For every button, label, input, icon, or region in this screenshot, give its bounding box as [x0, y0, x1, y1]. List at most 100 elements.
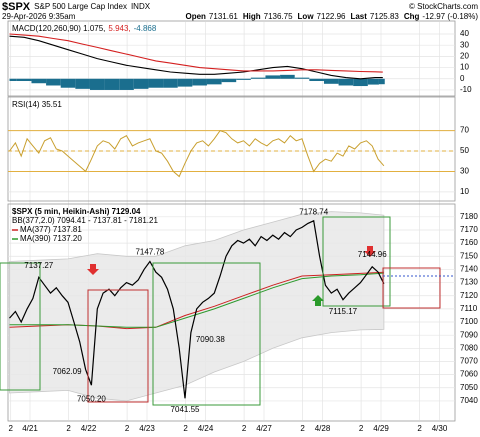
quote-value: 7136.75: [264, 12, 293, 21]
y-tick-label: 7150: [460, 251, 478, 260]
x-tick-label: 2: [417, 424, 422, 433]
x-tick-label: 2: [183, 424, 188, 433]
y-tick-label: 7080: [460, 343, 478, 352]
x-tick-label: 2: [125, 424, 130, 433]
x-tick-label: 2: [300, 424, 305, 433]
histogram-bar: [367, 78, 379, 85]
y-tick-label: 7130: [460, 278, 478, 287]
histogram-bar: [353, 78, 368, 87]
legend-entry: MACD(120,260,90) 1.075,: [12, 24, 105, 33]
histogram-bar: [75, 78, 90, 89]
symbol: $SPX: [2, 1, 31, 13]
drawings: 7137.27 7062.09 7050.20 7147.78 7041.55 7090.…: [0, 208, 455, 414]
chart-heading: $SPX S&P 500 Large Cap Index INDX: [2, 1, 151, 13]
y-tick-label: 70: [460, 126, 469, 135]
quote-value: 7131.61: [209, 12, 238, 21]
down-arrow: [364, 246, 376, 257]
moving-average: [9, 272, 384, 328]
y-tick-label: 7140: [460, 265, 478, 274]
y-tick-label: 10: [460, 187, 469, 196]
quote-value: -12.97 (-0.18%): [422, 12, 478, 21]
histogram-bar: [31, 78, 47, 84]
price-annotation: 7062.09: [53, 367, 82, 376]
y-tick-label: 7180: [460, 212, 478, 221]
legend-entry: $SPX (5 min, Heikin-Ashi) 7129.04: [12, 207, 141, 216]
y-tick-label: 7120: [460, 291, 478, 300]
x-tick-label: 2: [8, 424, 13, 433]
histogram-bar: [221, 78, 237, 83]
index-name: S&P 500 Large Cap Index: [34, 2, 127, 11]
price-annotation: 7178.74: [299, 208, 328, 217]
legend: MACD(120,260,90) 1.075, 5.943, -4.868: [12, 24, 157, 33]
box: [382, 267, 441, 309]
box: [87, 289, 149, 403]
x-tick-label: 2: [66, 424, 71, 433]
panel-frame: [7, 96, 456, 202]
quote: Open 7131.61 High 7136.75 Low 7122.96 Last 7125…: [185, 12, 478, 21]
price-annotation: 7147.78: [135, 247, 164, 256]
y-tick-label: 7110: [460, 304, 478, 313]
panel-frame: [7, 20, 456, 97]
price-annotation: 7137.27: [24, 261, 53, 270]
macd-line: [9, 35, 383, 80]
histogram-bar: [309, 78, 324, 82]
x-tick-label: 4/22: [81, 424, 97, 433]
histogram-bar: [9, 78, 17, 82]
x-tick-label: 4/23: [139, 424, 155, 433]
y-tick-label: 7060: [460, 370, 478, 379]
histogram-bar: [280, 74, 295, 79]
x-tick-label: 2: [359, 424, 364, 433]
box: [0, 262, 41, 391]
histogram-bar: [378, 78, 385, 85]
rsi-line: [9, 130, 385, 178]
histogram-bar: [46, 78, 61, 86]
legend-entry: -4.868: [134, 24, 157, 33]
credit: © StockCharts.com: [409, 2, 478, 11]
quote-label: Last: [350, 12, 367, 21]
y-tick-label: 7070: [460, 357, 478, 366]
x-tick-label: 4/24: [198, 424, 214, 433]
x-tick-label: 4/29: [373, 424, 389, 433]
histogram-bar: [104, 78, 120, 90]
y-tick-label: -10: [460, 85, 472, 94]
signal-line: [9, 33, 383, 73]
x-tick-label: 4/21: [22, 424, 38, 433]
histogram-bar: [148, 78, 164, 88]
quote-label: High: [243, 12, 261, 21]
y-tick-label: 7050: [460, 383, 478, 392]
x-tick-label: 4/27: [256, 424, 272, 433]
price-annotation: 7144.96: [358, 250, 387, 259]
down-arrow: [87, 264, 99, 275]
price-annotation: 7050.20: [77, 395, 106, 404]
y-tick-label: 7160: [460, 238, 478, 247]
histogram-bar: [236, 78, 251, 80]
legend-entry: BB(377,2.0) 7094.41 - 7137.81 - 7181.21: [12, 216, 158, 225]
y-tick-label: 7090: [460, 330, 478, 339]
panel-frame: [7, 203, 456, 422]
y-tick-label: 20: [460, 51, 469, 60]
histogram-bar: [338, 78, 354, 86]
histogram-bar: [177, 78, 193, 87]
quote-label: Chg: [404, 12, 420, 21]
x-tick-label: 2: [242, 424, 247, 433]
y-tick-label: 7100: [460, 317, 478, 326]
price-annotation: 7090.38: [196, 335, 225, 344]
y-tick-label: 40: [460, 29, 469, 38]
quote-label: Open: [185, 12, 206, 21]
price-annotation: 7115.17: [329, 307, 358, 316]
x-tick-label: 4/30: [432, 424, 448, 433]
quote-value: 7122.96: [317, 12, 346, 21]
plot-area: 2 4/21 2 4/22 2 4/23 2 4/24 2 4/27 2 4/28 2 4/29 2 4/30…: [7, 20, 478, 433]
legend-entry: MA(377) 7137.81: [20, 225, 82, 234]
y-tick-label: 30: [460, 40, 469, 49]
histogram-bar: [192, 78, 207, 86]
y-tick-label: 50: [460, 146, 469, 155]
x-tick-label: 4/28: [315, 424, 331, 433]
y-tick-label: 7170: [460, 225, 478, 234]
legend-entry: MA(390) 7137.20: [20, 234, 82, 243]
histogram-bar: [163, 78, 178, 88]
histogram-bar: [119, 78, 134, 90]
histogram-bar: [89, 78, 105, 90]
histogram-bar: [133, 78, 149, 89]
